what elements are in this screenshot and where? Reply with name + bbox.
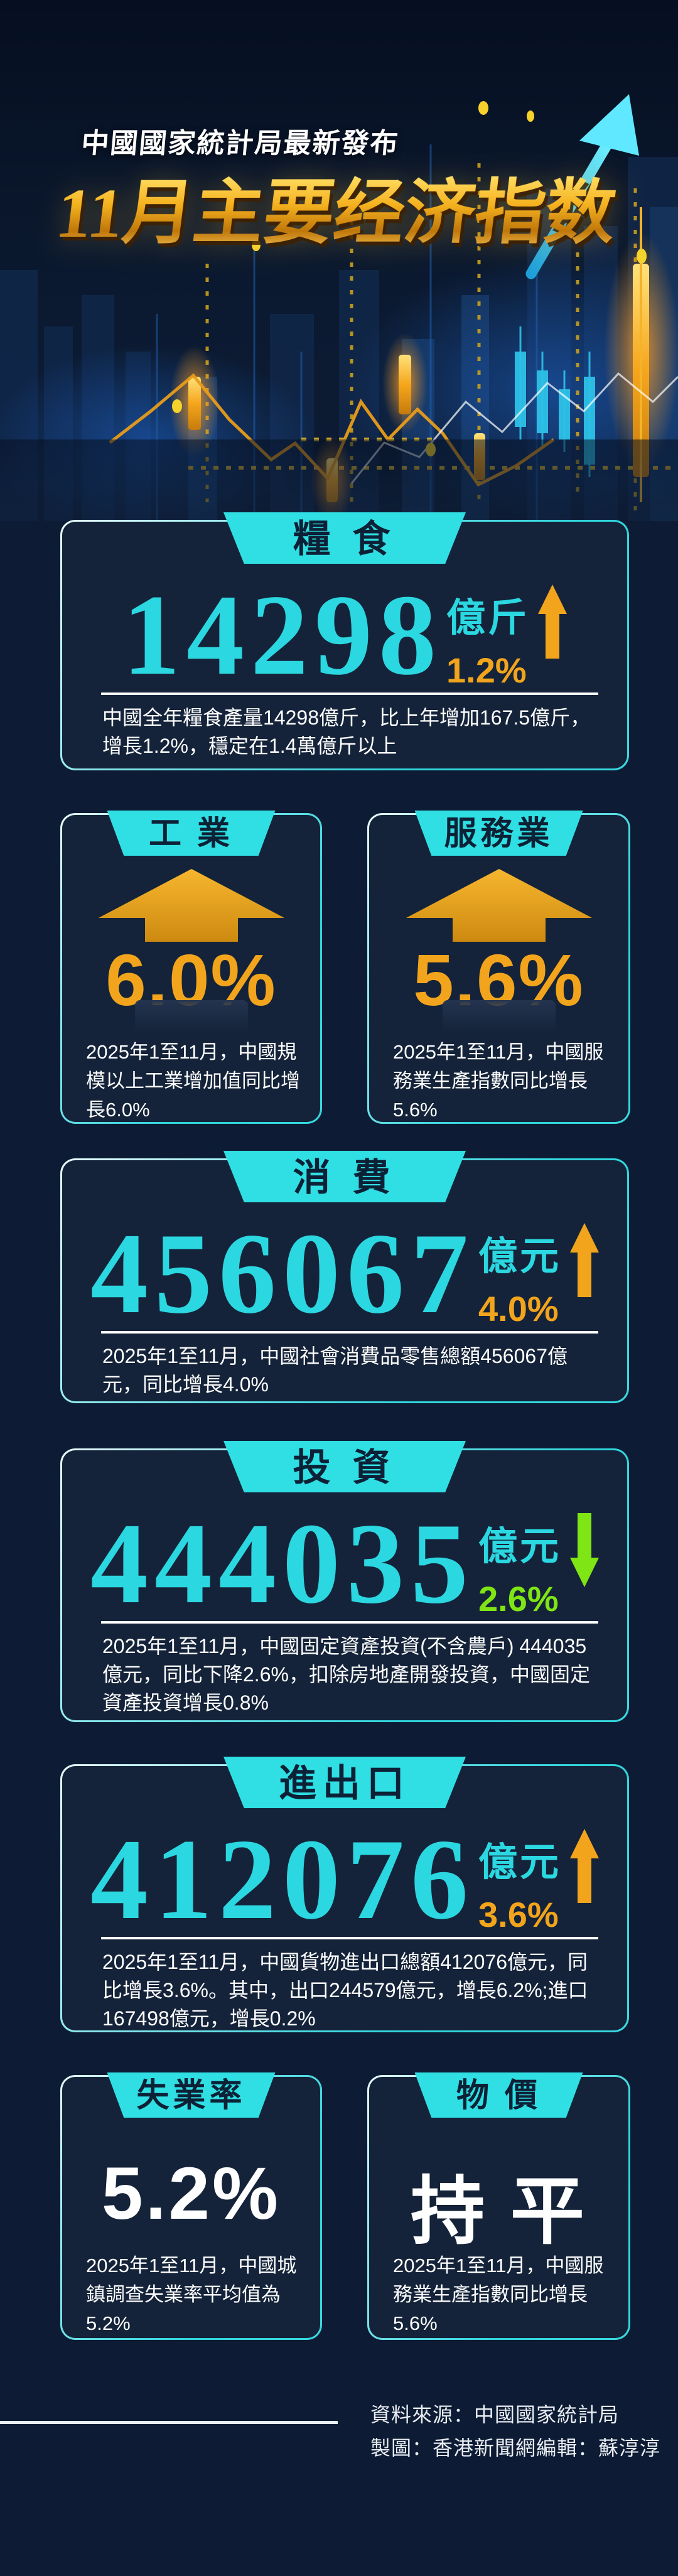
tab-grain: 糧 食 [223,512,466,564]
grain-stat-row: 14298 億斤 1.2% [62,577,627,693]
consumption-pct: 4.0% [478,1289,559,1328]
card-unemployment: 失業率 5.2% 2025年1至11月，中國城鎮調查失業率平均值為5.2% [60,2072,322,2340]
investment-pct: 2.6% [478,1579,559,1619]
investment-stat-row: 444035 億元 2.6% [62,1506,627,1621]
up-arrow-icon [570,1223,599,1297]
footer-credit: 製圖：香港新聞網編輯：蘇淳淳 [370,2437,661,2459]
investment-description: 2025年1至11月，中國固定資產投資(不含農戶) 444035億元，同比下降2… [102,1635,590,1714]
card-prices: 物 價 持 平 2025年1至11月，中國服務業生產指數同比增長5.6% [367,2072,630,2340]
down-arrow-icon [570,1513,599,1587]
divider [101,693,598,695]
grain-description: 中國全年糧食產量14298億斤，比上年增加167.5億斤，增長1.2%，穩定在1… [102,706,591,757]
investment-unit-block: 億元 2.6% [478,1506,561,1619]
card-consumption-body: 消 費 456067 億元 4.0% 2025年1至11月，中國社會消費品零售總… [62,1151,627,1401]
trade-description: 2025年1至11月，中國貨物進出口總額412076億元，同比增長3.6%。其中… [102,1951,588,2030]
tab-services: 服務業 [414,811,583,856]
tab-trade: 進出口 [223,1757,466,1808]
stock-market-background-art [0,0,678,521]
tab-consumption: 消 費 [223,1151,466,1202]
card-investment: 投 資 444035 億元 2.6% 2025年1至11月，中國固定資產投資(不… [60,1441,629,1722]
footer-divider-line [0,2421,338,2424]
consumption-description: 2025年1至11月，中國社會消費品零售總額456067億元，同比增長4.0% [102,1345,568,1396]
consumption-value: 456067 [90,1209,475,1337]
investment-value: 444035 [90,1499,475,1627]
divider [101,1331,598,1334]
card-grain: 糧 食 14298 億斤 1.2% 中國全年糧食產量14298億斤，比上年增加1… [60,512,629,770]
card-services: 服務業 5.6% 2025年1至11月，中國服務業生產指數同比增長5.6% [367,811,630,1124]
header-trend-arrow-icon [525,94,639,279]
services-description: 2025年1至11月，中國服務業生產指數同比增長5.6% [393,1041,604,1121]
consumption-unit-block: 億元 4.0% [478,1215,561,1329]
card-services-body: 服務業 5.6% 2025年1至11月，中國服務業生產指數同比增長5.6% [369,811,628,1122]
big-up-arrow-icon [406,869,592,942]
divider [101,1937,598,1939]
card-industry: 工 業 6.0% 2025年1至11月，中國規模以上工業增加值同比增長6.0% [60,811,322,1124]
tab-prices: 物 價 [414,2072,583,2118]
grain-value: 14298 [122,571,443,699]
arrow-reflection [442,1000,556,1033]
page-title: 11月主要经济指数 [51,156,623,257]
trade-unit: 億元 [478,1841,561,1884]
trade-stat-row: 412076 億元 3.6% [62,1821,627,1937]
trade-value: 412076 [90,1815,475,1943]
prices-description: 2025年1至11月，中國服務業生產指數同比增長5.6% [393,2255,604,2334]
grain-unit-block: 億斤 1.2% [446,577,529,691]
trade-unit-block: 億元 3.6% [478,1821,561,1935]
card-unemployment-body: 失業率 5.2% 2025年1至11月，中國城鎮調查失業率平均值為5.2% [62,2072,320,2338]
tab-investment: 投 資 [223,1441,466,1492]
unemployment-description: 2025年1至11月，中國城鎮調查失業率平均值為5.2% [86,2255,297,2334]
arrow-reflection [134,1000,248,1033]
unemployment-value: 5.2% [102,2152,281,2235]
page-subtitle: 中國國家統計局最新發布 [80,128,401,159]
card-prices-body: 物 價 持 平 2025年1至11月，中國服務業生產指數同比增長5.6% [369,2072,628,2338]
header: 中國國家統計局最新發布 11月主要经济指数 [0,0,678,521]
big-up-arrow-icon [98,869,284,942]
industry-description: 2025年1至11月，中國規模以上工業增加值同比增長6.0% [86,1041,300,1121]
consumption-unit: 億元 [478,1236,561,1278]
card-grain-body: 糧 食 14298 億斤 1.2% 中國全年糧食產量14298億斤，比上年增加1… [62,512,627,768]
tab-industry: 工 業 [107,811,276,856]
up-arrow-icon [538,585,567,659]
tab-unemployment: 失業率 [107,2072,276,2118]
card-investment-body: 投 資 444035 億元 2.6% 2025年1至11月，中國固定資產投資(不… [62,1441,627,1720]
card-trade: 進出口 412076 億元 3.6% 2025年1至11月，中國貨物進出口總額4… [60,1757,629,2032]
card-industry-body: 工 業 6.0% 2025年1至11月，中國規模以上工業增加值同比增長6.0% [62,811,320,1122]
trade-pct: 3.6% [478,1895,559,1934]
investment-unit: 億元 [478,1526,561,1568]
footer-source: 資料來源：中國國家統計局 [370,2403,620,2426]
card-trade-body: 進出口 412076 億元 3.6% 2025年1至11月，中國貨物進出口總額4… [62,1757,627,2030]
card-consumption: 消 費 456067 億元 4.0% 2025年1至11月，中國社會消費品零售總… [60,1151,629,1403]
footer: 資料來源：中國國家統計局 製圖：香港新聞網編輯：蘇淳淳 [370,2398,660,2465]
consumption-stat-row: 456067 億元 4.0% [62,1215,627,1331]
grain-unit: 億斤 [446,597,529,640]
grain-pct: 1.2% [446,650,527,690]
up-arrow-icon [570,1829,599,1903]
prices-value: 持 平 [411,2170,587,2253]
divider [101,1621,598,1624]
